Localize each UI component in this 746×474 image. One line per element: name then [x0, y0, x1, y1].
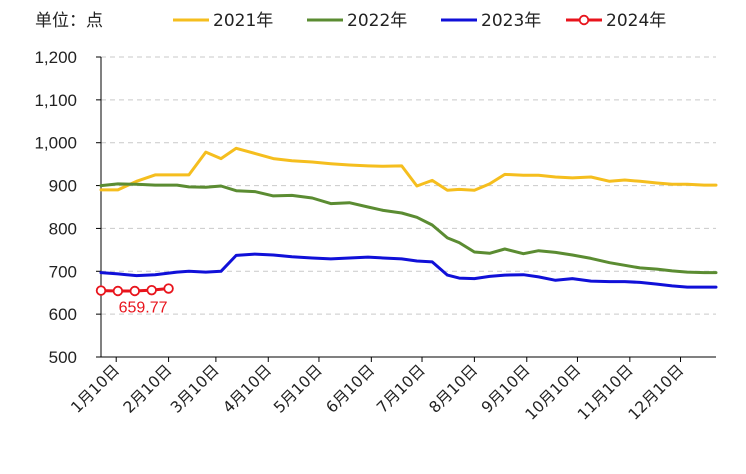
x-tick-label: 8月10日 [426, 361, 482, 417]
series-line-2023年 [99, 252, 718, 289]
y-tick-label: 1,200 [34, 48, 77, 67]
series-line-2022年 [99, 182, 718, 275]
x-tick-label: 6月10日 [323, 361, 379, 417]
x-tick-label: 12月10日 [625, 361, 688, 424]
series-line-2021年 [99, 146, 718, 192]
x-tick-label: 1月10日 [67, 361, 123, 417]
y-tick-label: 600 [49, 305, 77, 324]
axes [96, 56, 716, 362]
annotations: 659.77 [119, 300, 168, 317]
legend-label: 2023年 [481, 11, 541, 31]
x-tick-label: 3月10日 [167, 361, 223, 417]
legend-marker [578, 14, 590, 26]
legend-label: 2021年 [213, 11, 273, 31]
y-tick-label: 1,100 [34, 91, 77, 110]
y-tick-label: 800 [49, 219, 77, 238]
x-tick-label: 2月10日 [120, 361, 176, 417]
x-tick-label: 5月10日 [270, 361, 326, 417]
x-tick-label: 10月10日 [522, 361, 585, 424]
x-tick-label: 4月10日 [220, 361, 276, 417]
y-tick-label: 500 [49, 348, 77, 367]
data-label: 659.77 [119, 300, 168, 317]
data-point-2024年 [146, 284, 157, 296]
data-point-2024年 [129, 285, 140, 297]
y-axis-tick-labels: 500 600 700 800 900 1,000 1,100 1,200 [34, 48, 77, 367]
unit-label: 单位：点 [35, 11, 103, 31]
series-lines [95, 146, 718, 297]
data-point-2024年 [95, 285, 107, 296]
legend: 2021年 2022年 2023年 2024年 [173, 11, 666, 31]
x-axis-tick-labels: 1月10日2月10日3月10日4月10日5月10日6月10日7月10日8月10日… [67, 361, 687, 424]
y-tick-label: 700 [49, 262, 77, 281]
data-point-2024年 [163, 283, 174, 294]
y-tick-label: 900 [49, 177, 77, 196]
x-tick-label: 7月10日 [373, 361, 429, 417]
y-tick-label: 1,000 [34, 134, 77, 153]
legend-label: 2024年 [606, 11, 666, 31]
data-point-2024年 [112, 285, 124, 297]
legend-label: 2022年 [347, 11, 407, 31]
grid-lines [101, 56, 716, 315]
